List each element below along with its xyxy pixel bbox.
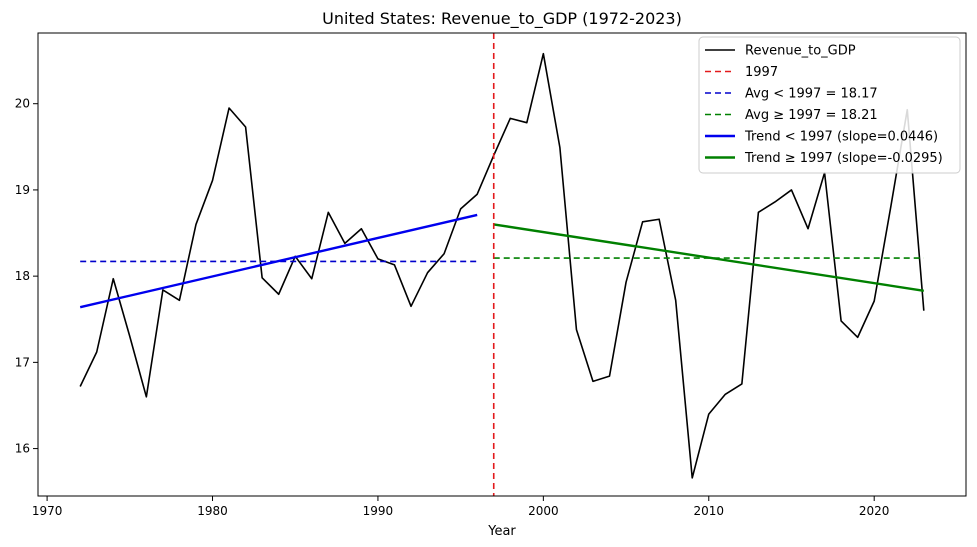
revenue-to-gdp-line [79, 52, 925, 479]
y-tick-label: 19 [15, 183, 30, 197]
y-tick-label: 18 [15, 269, 30, 283]
y-tick-label: 17 [15, 355, 30, 369]
y-tick-label: 20 [15, 97, 30, 111]
x-axis-label: Year [487, 524, 516, 539]
y-axis: 16 17 18 19 20 [15, 97, 38, 456]
x-tick-label: 1990 [363, 504, 394, 518]
legend-box [698, 36, 961, 174]
plot-lines [79, 33, 925, 496]
x-tick-label: 1980 [197, 504, 228, 518]
legend-item-split-year-label: 1997 [745, 65, 778, 80]
axes-frame [37, 32, 967, 497]
legend-item-avg-before-label: Avg < 1997 = 18.17 [745, 87, 878, 102]
trend-before-line [79, 213, 478, 309]
legend-item-trend-after-label: Trend ≥ 1997 (slope=-0.0295) [744, 151, 943, 166]
x-axis: 1970 1980 1990 2000 2010 2020 [32, 496, 890, 518]
legend-item-series-label: Revenue_to_GDP [745, 44, 856, 59]
legend-item-avg-after-label: Avg ≥ 1997 = 18.21 [745, 108, 878, 123]
x-tick-label: 2020 [859, 504, 890, 518]
x-tick-label: 2000 [528, 504, 559, 518]
y-tick-label: 16 [15, 442, 30, 456]
legend: Revenue_to_GDP 1997 Avg < 1997 = 18.17 Avg … [698, 36, 961, 174]
x-tick-label: 2010 [694, 504, 725, 518]
legend-item-trend-before-label: Trend < 1997 (slope=0.0446) [744, 130, 938, 145]
x-tick-label: 1970 [32, 504, 63, 518]
trend-after-line [493, 223, 925, 292]
chart-title: United States: Revenue_to_GDP (1972-2023… [322, 9, 682, 29]
